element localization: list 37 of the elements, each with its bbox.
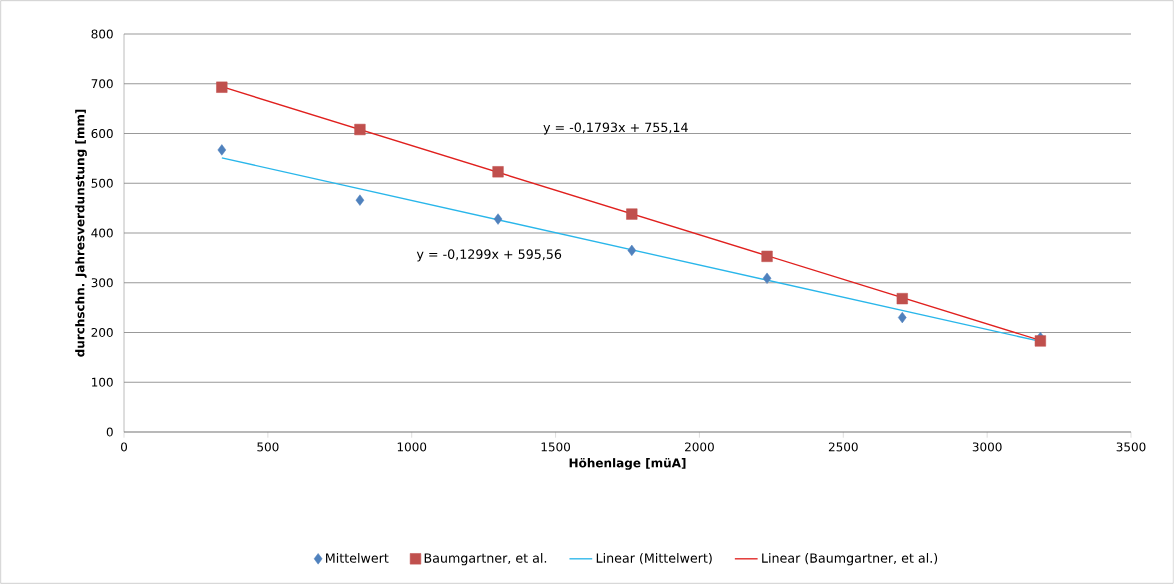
annotation: y = -0,1299x + 595,56 bbox=[416, 249, 562, 262]
x-tick-label: 2000 bbox=[685, 442, 714, 452]
legend-label: Linear (Mittelwert) bbox=[596, 553, 712, 565]
y-tick-label: 600 bbox=[91, 128, 113, 139]
y-tick-label: 500 bbox=[91, 178, 113, 188]
y-tick-label: 400 bbox=[91, 228, 113, 238]
x-tick-label: 1000 bbox=[397, 442, 427, 452]
point bbox=[355, 194, 365, 206]
point bbox=[1034, 335, 1046, 347]
point bbox=[354, 123, 366, 136]
x-tick-label: 0 bbox=[120, 442, 128, 452]
y-tick-label: 100 bbox=[92, 377, 113, 387]
y-tick-label: 800 bbox=[91, 29, 113, 39]
x-tick-label: 2500 bbox=[828, 442, 858, 452]
point bbox=[896, 293, 908, 305]
x-tick-label: 3500 bbox=[1116, 442, 1146, 452]
y-tick-label: 700 bbox=[91, 79, 113, 89]
y-tick-label: 300 bbox=[91, 278, 113, 288]
point bbox=[761, 250, 773, 262]
x-tick-label: 1500 bbox=[541, 442, 571, 452]
x-axis-title: Höhenlage [müA] bbox=[569, 457, 686, 470]
legend-label: Linear (Baumgartner, et al.) bbox=[762, 553, 938, 566]
legend-label: Baumgartner, et al. bbox=[424, 553, 547, 566]
point bbox=[493, 213, 503, 225]
point bbox=[216, 81, 228, 93]
x-tick-label: 3000 bbox=[972, 442, 1002, 452]
point bbox=[492, 166, 504, 178]
point bbox=[217, 144, 227, 156]
x-tick-label: 500 bbox=[257, 442, 279, 452]
y-tick-label: 0 bbox=[106, 427, 113, 437]
annotation: y = -0,1793x + 755,14 bbox=[543, 122, 688, 135]
point bbox=[627, 244, 637, 256]
legend-label: Mittelwert bbox=[326, 553, 389, 563]
point bbox=[762, 272, 772, 284]
y-axis-title: durchschn. Jahresverdunstung [mm] bbox=[75, 109, 87, 357]
point bbox=[626, 208, 638, 220]
y-tick-label: 200 bbox=[91, 327, 113, 338]
